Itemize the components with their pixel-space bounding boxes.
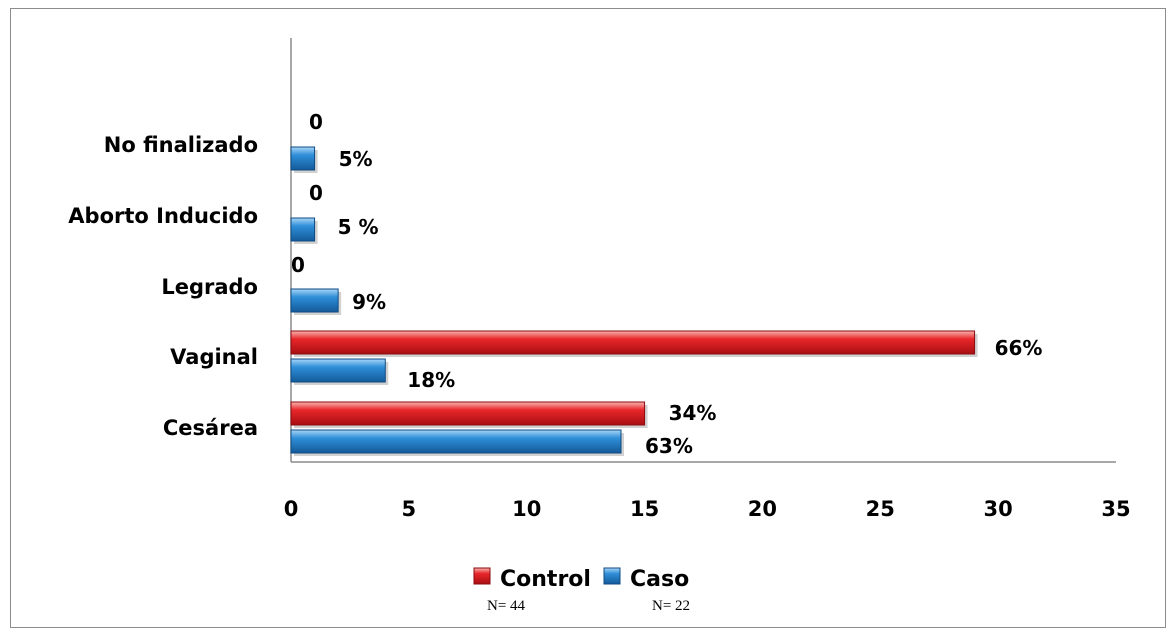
x-tick-label: 20 [748,497,777,521]
data-label: 18% [407,368,455,392]
data-label: 66% [995,336,1043,360]
category-label: Vaginal [170,345,258,369]
data-label: 5 % [338,215,379,239]
category-label: Aborto Inducido [68,204,258,228]
legend-swatch [604,568,620,584]
legend-sample-size: N= 44 [487,598,526,614]
bar-caso [291,147,315,170]
data-label: 63% [645,434,693,458]
category-label: No finalizado [104,133,258,157]
bar-caso [291,430,621,453]
data-label: 0 [291,253,305,277]
data-label: 0 [309,110,323,134]
bar-control [291,402,645,425]
x-tick-label: 0 [284,497,299,521]
legend-label: Caso [630,567,689,592]
legend-swatch [474,568,490,584]
bar-caso [291,289,338,312]
x-tick-label: 30 [984,497,1013,521]
data-label: 9% [352,290,386,314]
category-label: Cesárea [163,416,258,440]
x-tick-label: 10 [512,497,541,521]
data-label: 5% [339,147,373,171]
data-label: 0 [309,181,323,205]
x-tick-label: 25 [866,497,895,521]
category-label: Legrado [161,275,258,299]
legend-label: Control [500,567,591,592]
bar-control [291,331,975,354]
bar-caso [291,359,385,382]
legend-sample-size: N= 22 [652,598,690,614]
x-tick-label: 15 [630,497,659,521]
data-label: 34% [669,401,717,425]
bar-caso [291,218,315,241]
x-tick-label: 5 [402,497,417,521]
x-tick-label: 35 [1101,497,1130,521]
